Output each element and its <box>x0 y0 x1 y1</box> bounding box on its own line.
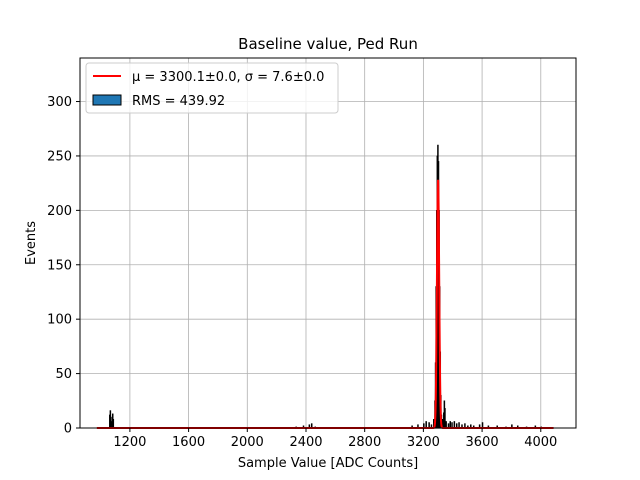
legend: μ = 3300.1±0.0, σ = 7.6±0.0 RMS = 439.92 <box>85 62 339 114</box>
x-tick-label: 3200 <box>407 435 440 450</box>
histogram-bar <box>444 408 446 429</box>
axes-frame <box>79 57 577 429</box>
axis-ticks: 1200 1600 2000 2400 2800 3200 3600 4000 0 50 100 15… <box>47 95 557 450</box>
x-axis-label: Sample Value [ADC Counts] <box>238 456 418 471</box>
y-tick-label: 250 <box>47 149 72 164</box>
y-tick-label: 150 <box>47 258 72 273</box>
legend-hist-swatch <box>92 94 122 106</box>
x-tick-label: 2800 <box>348 435 381 450</box>
x-tick-label: 2000 <box>231 435 264 450</box>
y-tick-label: 50 <box>55 367 72 382</box>
legend-box <box>85 62 339 114</box>
y-tick-label: 200 <box>47 204 72 219</box>
x-tick-label: 4000 <box>524 435 557 450</box>
chart-title: Baseline value, Ped Run <box>238 35 418 53</box>
x-tick-label: 1200 <box>113 435 146 450</box>
y-tick-label: 300 <box>47 95 72 110</box>
legend-fit-label: μ = 3300.1±0.0, σ = 7.6±0.0 <box>132 70 324 85</box>
y-tick-label: 100 <box>47 313 72 328</box>
x-tick-label: 2400 <box>289 435 322 450</box>
y-tick-label: 0 <box>64 422 72 437</box>
legend-hist-label: RMS = 439.92 <box>132 94 225 109</box>
histogram-bar <box>112 418 115 429</box>
x-tick-label: 1600 <box>172 435 205 450</box>
histogram-bar <box>110 416 112 429</box>
y-axis-label: Events <box>24 221 39 265</box>
x-tick-label: 3600 <box>466 435 499 450</box>
